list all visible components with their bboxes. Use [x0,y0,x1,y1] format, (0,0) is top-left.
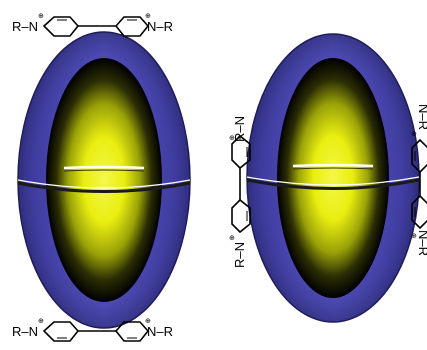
label-right-left-top: R–N [232,116,247,142]
label-left-bottom-right: N–R [147,324,173,339]
charge-right-left-bottom: ⊕ [229,235,235,242]
bipyridinium-right-rightside [411,138,427,230]
capsule-right-seam [246,176,420,186]
charge-left-top-right: ⊕ [145,13,151,20]
capsule-left-seam [17,179,191,189]
capsule-right-seam-dark [246,178,420,190]
charge-right-right-top: ⊕ [411,131,417,138]
capsule-left-seam-dark [17,181,191,193]
capsule-right-seam-shadow [292,167,374,170]
capsule-right-seam-highlight [292,163,374,168]
charge-left-top-left: ⊕ [38,13,44,20]
capsule-left [17,31,191,329]
label-left-bottom-left: R–N [12,324,38,339]
capsule-left-seam-shadow [63,169,145,172]
bipyridinium-left-bottom [42,321,150,342]
capsule-left-seam-highlight [63,165,145,170]
label-left-top-left: R–N [12,19,38,34]
capsule-right-cavity [277,58,389,298]
bipyridinium-left-top [42,16,150,37]
pyridinium-ring [114,16,150,37]
label-right-right-top: N–R [416,104,427,130]
label-left-top-right: N–R [147,19,173,34]
charge-left-bottom-right: ⊕ [145,318,151,325]
pyridinium-ring [231,198,251,234]
charge-left-bottom-left: ⊕ [38,318,44,325]
bipyridinium-right-leftside [231,134,251,234]
charge-right-right-bottom: ⊕ [411,233,417,240]
capsule-left-cavity [46,58,162,302]
capsule-right [246,33,420,323]
label-right-left-bottom: R–N [232,242,247,268]
label-right-right-bottom: N–R [416,230,427,256]
charge-right-left-top: ⊕ [229,135,235,142]
pyridinium-ring [411,194,427,230]
pyridinium-ring [114,321,150,342]
